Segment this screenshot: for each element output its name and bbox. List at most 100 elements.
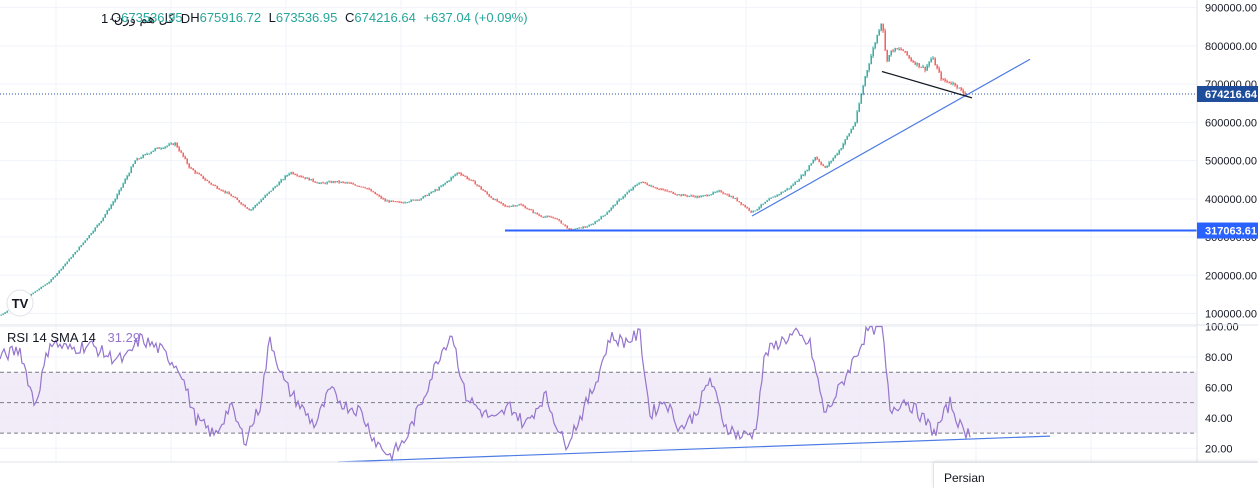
tradingview-logo-icon[interactable]: TV <box>6 289 34 317</box>
candle-body <box>160 148 162 150</box>
price-tick-label: 200000.00 <box>1205 270 1257 282</box>
candle-body <box>176 142 178 148</box>
candle-body <box>900 49 902 51</box>
candle-body <box>630 189 632 191</box>
candle-body <box>676 194 678 196</box>
candle-body <box>30 293 32 297</box>
candle-body <box>592 223 594 225</box>
candle-body <box>562 223 564 225</box>
candle-body <box>388 200 390 202</box>
candle-body <box>422 196 424 199</box>
candle-body <box>240 202 242 205</box>
candle-body <box>804 171 806 176</box>
rising-trendline[interactable] <box>751 58 1031 217</box>
candle-body <box>262 197 264 200</box>
candle-body <box>458 172 460 174</box>
candle-body <box>940 72 942 80</box>
candle-body <box>250 209 252 211</box>
candle-body <box>48 281 50 284</box>
candle-body <box>882 23 884 31</box>
language-popup[interactable]: Persian <box>933 462 1258 488</box>
candle-body <box>822 164 824 166</box>
candle-body <box>844 139 846 144</box>
candle-body <box>34 291 36 293</box>
candle-body <box>870 56 872 65</box>
candle-body <box>834 155 836 159</box>
candle-body <box>100 220 102 224</box>
candle-body <box>274 186 276 188</box>
candle-body <box>634 185 636 187</box>
candle-body <box>830 160 832 163</box>
candle-body <box>698 196 700 198</box>
candle-body <box>802 175 804 177</box>
candle-body <box>278 182 280 186</box>
candle-body <box>512 205 514 207</box>
candle-body <box>126 176 128 180</box>
candle-body <box>886 49 888 61</box>
candle-body <box>352 183 354 185</box>
candle-body <box>390 200 392 202</box>
candle-body <box>894 48 896 52</box>
price-pane[interactable] <box>0 23 1197 316</box>
candle-body <box>374 191 376 195</box>
candle-body <box>904 51 906 53</box>
candle-body <box>2 313 4 315</box>
candle-body <box>530 209 532 211</box>
rsi-legend[interactable]: RSI 14 SMA 14 31.29 <box>7 330 140 345</box>
candle-body <box>714 192 716 194</box>
candle-body <box>270 190 272 192</box>
candle-body <box>694 196 696 198</box>
candle-body <box>194 170 196 173</box>
symbol-title[interactable]: کل هم وزن · 1D <box>101 11 190 27</box>
candle-body <box>460 173 462 175</box>
candle-body <box>370 189 372 192</box>
candle-body <box>730 196 732 198</box>
high-label: H <box>190 10 199 25</box>
rsi-pane[interactable] <box>0 325 1197 463</box>
candle-body <box>636 184 638 186</box>
candle-body <box>84 240 86 243</box>
rsi-tick-label: 20.00 <box>1205 443 1233 455</box>
symbol-name: کل هم وزن <box>114 11 176 27</box>
candle-body <box>788 188 790 190</box>
candle-body <box>700 196 702 198</box>
candle-body <box>118 190 120 195</box>
candle-body <box>182 152 184 157</box>
language-label[interactable]: Persian <box>944 471 985 485</box>
candle-body <box>290 172 292 174</box>
candle-body <box>414 199 416 201</box>
candle-body <box>314 181 316 183</box>
candle-body <box>666 190 668 192</box>
candle-body <box>196 172 198 174</box>
candle-body <box>668 191 670 193</box>
candle-body <box>506 206 508 208</box>
candle-body <box>866 70 868 77</box>
candle-body <box>726 194 728 196</box>
candle-body <box>68 258 70 262</box>
candle-body <box>408 201 410 203</box>
candle-body <box>624 194 626 197</box>
candle-body <box>590 224 592 226</box>
candle-body <box>146 153 148 155</box>
candle-body <box>358 185 360 187</box>
rsi-line[interactable] <box>0 325 971 463</box>
candle-body <box>768 198 770 201</box>
candle-body <box>856 111 858 123</box>
candle-body <box>166 145 168 147</box>
candle-body <box>246 207 248 209</box>
price-tick-label: 500000.00 <box>1205 156 1257 168</box>
rsi-trendline[interactable] <box>337 435 1051 463</box>
candle-body <box>192 168 194 171</box>
candle-body <box>570 228 572 230</box>
price-axis[interactable]: 900000.00800000.00700000.00600000.005000… <box>0 0 1258 463</box>
low-label: L <box>269 10 276 25</box>
falling-trendline[interactable] <box>881 70 973 99</box>
candle-body <box>206 180 208 182</box>
candle-body <box>474 181 476 185</box>
candle-body <box>812 160 814 164</box>
candle-body <box>568 228 570 230</box>
candle-body <box>52 277 54 280</box>
candle-body <box>814 157 816 161</box>
candle-body <box>260 199 262 203</box>
